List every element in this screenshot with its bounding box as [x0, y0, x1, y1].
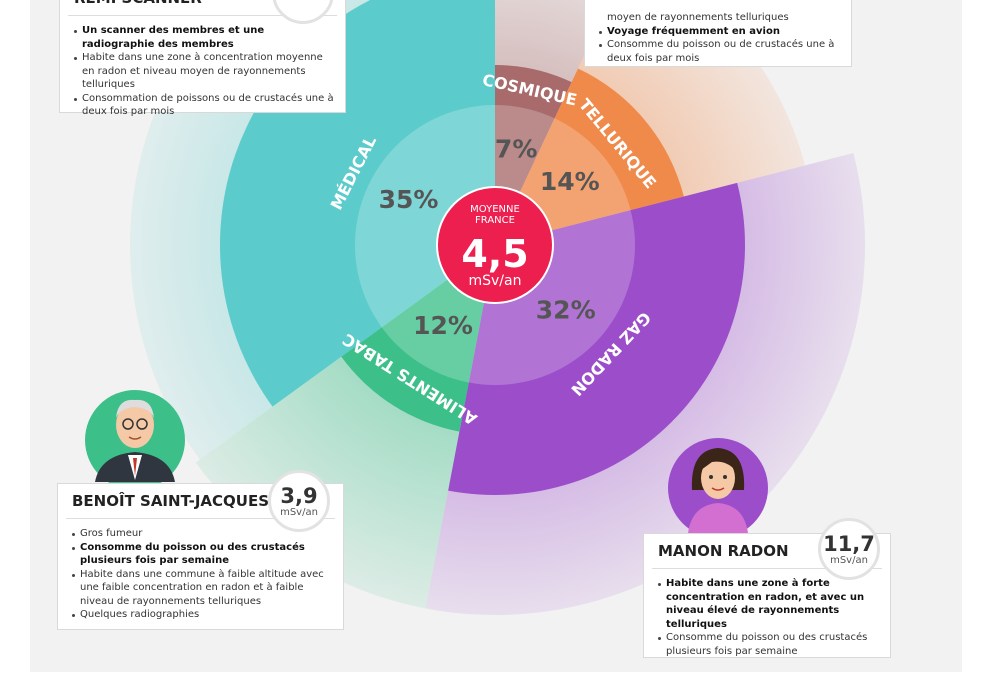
dose-unit: mSv/an — [830, 554, 868, 566]
segment-halo — [495, 0, 611, 245]
dose-value: 3,9 — [280, 483, 318, 508]
center-title: FRANCE — [475, 215, 515, 226]
avatar — [85, 390, 185, 490]
bullet: Habite dans une zone à forte concentrati… — [658, 577, 880, 631]
bullet: Consomme du poisson ou des crustacés plu… — [658, 631, 880, 658]
dose-badge: 3,9 mSv/an — [268, 470, 330, 532]
dose-badge: mSv/an — [272, 0, 334, 24]
profile-card: BENOÎT SAINT-JACQUES Gros fumeur Consomme … — [57, 470, 344, 630]
bullet-list: Un scanner des membres et une radiograph… — [74, 24, 335, 119]
bullet: Gros fumeur — [72, 527, 333, 541]
dose-badge: 11,7 mSv/an — [818, 518, 880, 580]
bullet-list: Gros fumeur Consomme du poisson ou des cr… — [72, 527, 333, 622]
center-badge — [436, 186, 554, 304]
bullet: moyen de rayonnements telluriques — [607, 12, 789, 23]
card-name: RÉMI SCANNER — [68, 0, 337, 16]
center-unit: mSv/an — [469, 273, 522, 289]
bullet: Consomme du poisson ou des crustacés plu… — [72, 541, 333, 568]
card-name: MANON RADON — [652, 534, 882, 569]
bullet-list: moyen de rayonnements telluriques Voyage … — [599, 11, 841, 65]
bullet: Un scanner des membres et une radiograph… — [74, 24, 335, 51]
value-label: 14% — [540, 167, 600, 196]
avatar — [668, 438, 768, 538]
segment — [495, 68, 684, 246]
center-title: MOYENNE — [470, 204, 520, 215]
value-label: 7% — [495, 134, 537, 163]
value-label: 35% — [379, 185, 439, 214]
dose-unit: mSv/an — [280, 506, 318, 518]
value-label: 12% — [413, 311, 473, 340]
bullet-list: Habite dans une zone à forte concentrati… — [658, 577, 880, 658]
bullet: Voyage fréquemment en avion — [599, 25, 841, 39]
center-value: 4,5 — [461, 232, 528, 276]
card-name: BENOÎT SAINT-JACQUES — [66, 484, 335, 519]
profile-card: moyen de rayonnements telluriques Voyage … — [584, 0, 852, 67]
profile-card: MANON RADON Habite dans une zone à forte … — [643, 518, 891, 658]
bullet: Habite dans une zone à concentration moy… — [74, 51, 335, 92]
dose-value: 11,7 — [823, 531, 875, 556]
value-label: 32% — [536, 295, 596, 324]
segment — [341, 245, 495, 432]
profile-card: RÉMI SCANNER Un scanner des membres et un… — [59, 0, 346, 117]
bullet: Consommation de poissons ou de crustacés… — [74, 92, 335, 119]
bullet: Habite dans une commune à faible altitud… — [72, 568, 333, 609]
bullet: Consomme du poisson ou de crustacés une … — [599, 38, 841, 65]
bullet: Quelques radiographies — [72, 608, 333, 622]
